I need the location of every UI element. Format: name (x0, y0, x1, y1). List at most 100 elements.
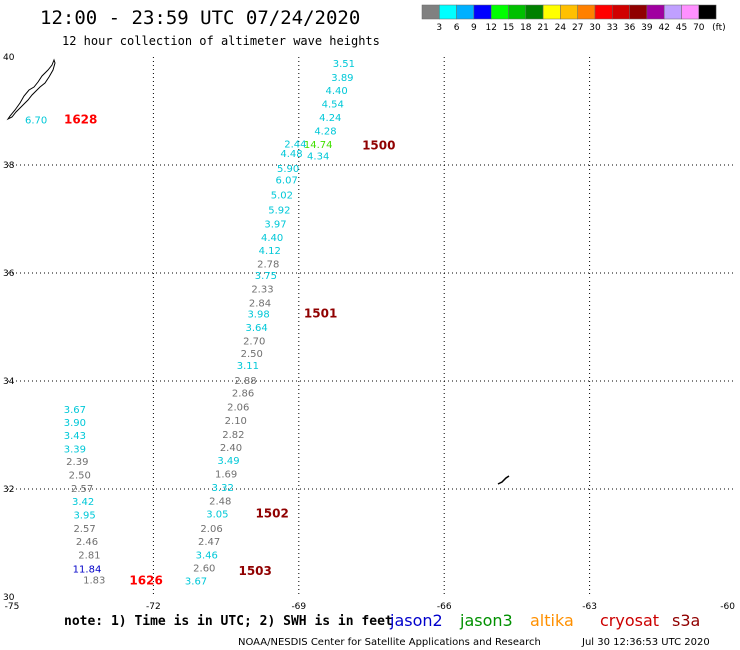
color-swatch (612, 4, 630, 20)
color-scale-label: 9 (471, 23, 477, 33)
wave-height-label: 11.84 (73, 564, 102, 575)
wave-height-label: 2.78 (257, 259, 279, 270)
color-scale-label: 39 (641, 23, 653, 33)
satellite-legend: jason2 jason3 altika cryosat s3a (389, 611, 700, 630)
note-text: note: 1) Time is in UTC; 2) SWH is in fe… (64, 614, 393, 629)
color-swatch (456, 4, 475, 20)
color-swatch (560, 4, 578, 20)
wave-height-label: 2.81 (78, 550, 100, 561)
wave-height-label: 2.33 (251, 285, 273, 296)
wave-height-label: 4.54 (322, 99, 344, 110)
color-scale-label: 6 (454, 23, 460, 33)
pass-number-label: 1628 (64, 113, 97, 127)
wave-height-label: 3.11 (237, 361, 259, 372)
wave-height-label: 1.69 (215, 469, 237, 480)
color-swatch (594, 4, 613, 20)
color-scale-label: 21 (537, 23, 548, 33)
color-swatch (646, 4, 665, 20)
color-swatch (490, 4, 509, 20)
wave-height-label: 2.06 (200, 524, 222, 535)
wave-height-label: 2.57 (71, 484, 93, 495)
wave-height-label: 2.50 (241, 349, 263, 360)
color-swatch (439, 4, 457, 20)
wave-height-label: 3.67 (64, 405, 86, 416)
x-tick-label: -69 (291, 602, 306, 612)
y-tick-label: 40 (3, 53, 15, 63)
color-swatch (421, 4, 440, 20)
color-scale-label: 42 (658, 23, 669, 33)
wave-height-label: 3.95 (73, 510, 95, 521)
wave-height-label: 3.98 (247, 310, 269, 321)
wave-height-label: 4.34 (307, 151, 329, 162)
wave-height-label: 4.28 (314, 126, 336, 137)
wave-height-label: 2.82 (222, 430, 244, 441)
wave-height-label: 5.90 (277, 164, 299, 175)
wave-height-label: 2.40 (220, 443, 242, 454)
wave-height-label: 3.32 (212, 483, 234, 494)
color-swatch (681, 4, 700, 20)
pass-number-label: 1502 (255, 506, 288, 520)
color-scale-label: 12 (485, 23, 496, 33)
chart-subtitle: 12 hour collection of altimeter wave hei… (62, 34, 380, 48)
x-tick-label: -66 (437, 602, 452, 612)
wave-height-label: 5.02 (271, 191, 293, 202)
wave-height-label: 4.40 (261, 233, 283, 244)
x-tick-label: -60 (720, 602, 735, 612)
wave-height-label: 3.51 (333, 59, 355, 70)
coastline-east-us (6, 58, 56, 121)
color-swatch (663, 4, 682, 20)
credit-text: NOAA/NESDIS Center for Satellite Applica… (238, 637, 541, 648)
y-tick-label: 38 (3, 161, 15, 171)
wave-height-label: 4.24 (319, 113, 341, 124)
wave-height-label: 3.75 (255, 271, 277, 282)
wave-height-label: 14.74 (304, 140, 333, 151)
wave-height-label: 6.70 (25, 116, 47, 127)
color-scale-label: 36 (624, 23, 636, 33)
coastline-island (497, 475, 510, 485)
wave-height-label: 5.92 (268, 205, 290, 216)
wave-height-label: 2.47 (198, 537, 220, 548)
color-swatch (577, 4, 596, 20)
y-tick-label: 32 (3, 485, 14, 495)
color-scale-label: 15 (503, 23, 514, 33)
wave-height-label: 3.42 (72, 497, 94, 508)
color-scale-unit: (ft) (712, 23, 726, 33)
color-swatch (508, 4, 527, 20)
wave-height-label: 2.06 (227, 402, 249, 413)
wave-height-label: 4.40 (325, 86, 347, 97)
wave-height-label: 1.83 (83, 576, 105, 587)
wave-height-label: 3.97 (264, 219, 286, 230)
wave-height-label: 3.64 (246, 323, 268, 334)
wave-height-label: 2.60 (193, 563, 215, 574)
color-scale-label: 24 (555, 23, 567, 33)
wave-height-label: 4.12 (259, 246, 281, 257)
axis-ticks: -75 -72 -69 -66 -63 -60 30 32 34 36 38 40 (3, 53, 735, 612)
chart-title: 12:00 - 23:59 UTC 07/24/2020 (40, 7, 360, 29)
wave-height-label: 2.86 (232, 388, 254, 399)
wave-height-label: 2.46 (76, 537, 98, 548)
wave-height-label: 3.49 (217, 456, 239, 467)
y-tick-label: 36 (3, 269, 15, 279)
legend-entry-jason3: jason3 (459, 611, 513, 630)
y-tick-label: 30 (3, 593, 15, 603)
wave-height-label: 3.43 (64, 431, 86, 442)
x-tick-label: -72 (146, 602, 161, 612)
timestamp-text: Jul 30 12:36:53 UTC 2020 (581, 637, 710, 648)
wave-height-label: 2.84 (249, 299, 271, 310)
pass-number-label: 1626 (129, 573, 162, 587)
wave-height-label: 3.39 (64, 445, 86, 456)
x-tick-label: -63 (582, 602, 597, 612)
color-scale-label: 18 (520, 23, 532, 33)
wave-height-label: 3.90 (64, 418, 86, 429)
pass-number-label: 1501 (304, 307, 337, 321)
wave-height-label: 2.44 (284, 139, 306, 150)
wave-height-label: 3.46 (196, 550, 218, 561)
y-tick-label: 34 (3, 377, 15, 387)
wave-height-label: 3.05 (206, 509, 228, 520)
color-swatch (542, 4, 561, 20)
wave-height-label: 6.07 (276, 176, 298, 187)
legend-entry-cryosat: cryosat (600, 611, 659, 630)
color-scale-label: 33 (607, 23, 618, 33)
wave-height-label: 2.48 (209, 496, 231, 507)
wave-height-label: 3.89 (331, 73, 353, 84)
